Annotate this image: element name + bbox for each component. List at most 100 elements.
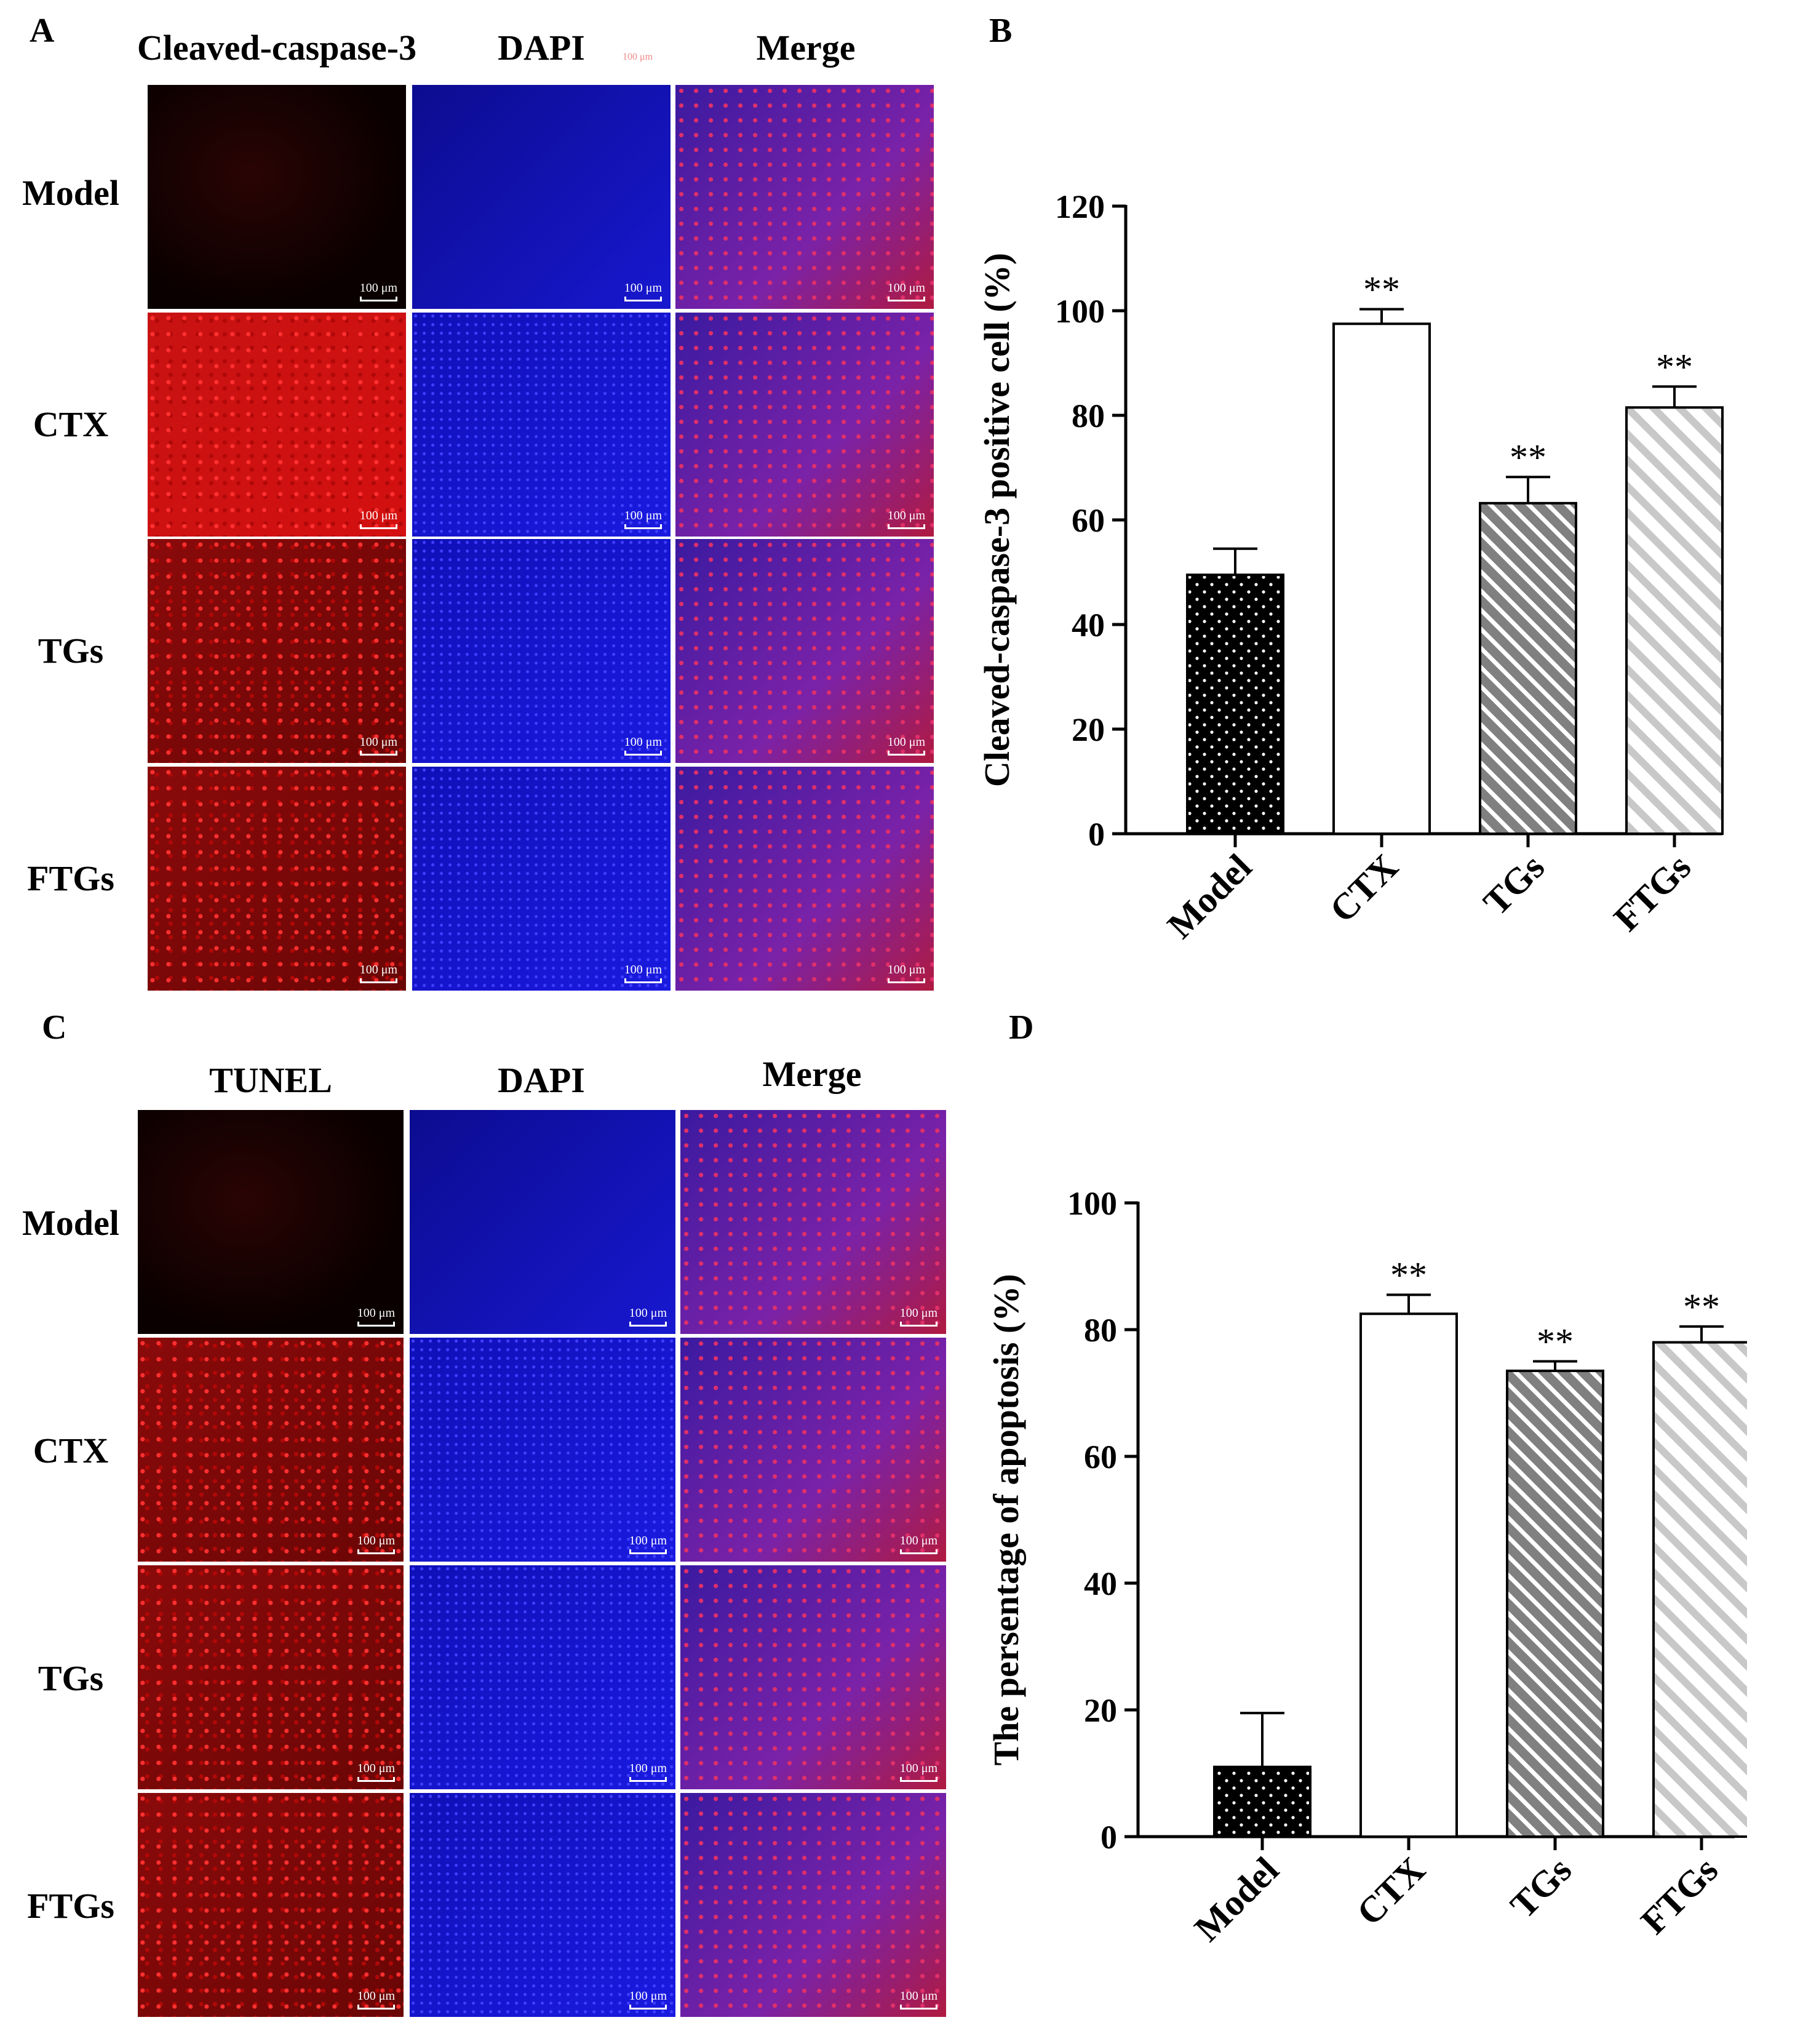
col-header-cleaved-caspase-3: Cleaved-caspase-3 xyxy=(137,28,417,68)
panel-label-a: A xyxy=(30,12,55,50)
scale-bar: 100 μm xyxy=(624,282,662,301)
scale-bar: 100 μm xyxy=(624,964,662,983)
y-tick-label-4: 80 xyxy=(1084,1312,1117,1349)
micrograph-r4-c2: 100 μm xyxy=(412,767,671,991)
row-label-ctx-c: CTX xyxy=(33,1431,109,1471)
micrograph-r4-c2: 100 μm xyxy=(410,1793,675,2017)
chart-d: 0 20 40 60 80 100 The persentage of apoptosis … xyxy=(972,1157,1751,2030)
col-header-merge: Merge xyxy=(756,28,856,68)
micrograph-r4-c3: 100 μm xyxy=(680,1793,946,2017)
scale-bar: 100 μm xyxy=(624,736,662,756)
micrograph-r2-c3: 100 μm xyxy=(675,313,934,537)
significance-ctx: ** xyxy=(1390,1255,1427,1295)
micrograph-r3-c1: 100 μm xyxy=(138,1565,404,1789)
panel-label-c: C xyxy=(42,1008,67,1047)
scale-bar: 100 μm xyxy=(357,1307,395,1327)
micrograph-r2-c2: 100 μm xyxy=(412,313,671,537)
x-tick-label-ctx: CTX xyxy=(1349,1850,1433,1933)
scale-bar: 100 μm xyxy=(899,1990,937,2010)
scale-bar: 100 μm xyxy=(629,1535,667,1554)
y-tick-label-4: 80 xyxy=(1072,397,1105,434)
bar-tgs xyxy=(1506,1369,1604,1838)
bar-ftgs xyxy=(1652,1341,1751,1838)
y-tick-label-6: 120 xyxy=(1055,188,1105,225)
micrograph-r2-c2: 100 μm xyxy=(410,1338,675,1562)
y-tick-label-1: 20 xyxy=(1072,711,1105,748)
scale-bar: 100 μm xyxy=(899,1307,937,1327)
scale-bar: 100 μm xyxy=(357,1990,395,2010)
x-tick-label-ctx: CTX xyxy=(1322,847,1406,930)
scale-bar: 100 μm xyxy=(359,964,397,983)
micrograph-r4-c1: 100 μm xyxy=(138,1793,404,2017)
scale-bar: 100 μm xyxy=(899,1762,937,1782)
scale-bar: 100 μm xyxy=(357,1762,395,1782)
scale-bar: 100 μm xyxy=(359,282,397,301)
scale-bar: 100 μm xyxy=(887,509,925,529)
micrograph-r1-c2: 100 μm xyxy=(410,1110,675,1334)
row-label-model: Model xyxy=(22,173,119,213)
y-tick-label-1: 20 xyxy=(1084,1692,1117,1729)
micrograph-r4-c3: 100 μm xyxy=(675,767,934,991)
micrograph-r3-c2: 100 μm xyxy=(412,539,671,763)
row-label-tgs-c: TGs xyxy=(38,1658,104,1698)
chart-b: 0 20 40 60 80 100 120 Cleaved-caspase-3 positiv… xyxy=(972,123,1747,984)
row-label-ctx: CTX xyxy=(33,404,109,444)
significance-tgs: ** xyxy=(1537,1322,1574,1362)
scale-bar: 100 μm xyxy=(359,509,397,529)
bar-ftgs xyxy=(1625,406,1724,835)
scale-bar: 100 μm xyxy=(624,509,662,529)
bar-ctx xyxy=(1332,322,1431,835)
col-header-tunel: TUNEL xyxy=(209,1060,332,1100)
micrograph-r3-c3: 100 μm xyxy=(680,1565,946,1789)
col-header-merge-c: Merge xyxy=(762,1054,862,1094)
row-label-ftgs: FTGs xyxy=(27,858,114,898)
x-tick-label-tgs: TGs xyxy=(1476,847,1552,923)
y-axis-label: Cleaved-caspase-3 positive cell (%) xyxy=(977,253,1017,787)
scale-bar: 100 μm xyxy=(899,1535,937,1554)
micrograph-r2-c1: 100 μm xyxy=(138,1338,404,1562)
scale-bar: 100 μm xyxy=(357,1535,395,1554)
micrograph-r1-c1: 100 μm xyxy=(138,1110,404,1334)
bar-ctx xyxy=(1359,1312,1458,1838)
micrograph-r1-c3: 100 μm xyxy=(680,1110,946,1334)
stray-scale-label: 100 μm xyxy=(623,52,653,62)
micrograph-r3-c3: 100 μm xyxy=(675,539,934,763)
bar-chart-d: 0 20 40 60 80 100 The persentage of apoptosis … xyxy=(986,1185,1751,1949)
bar-model xyxy=(1213,1765,1312,1838)
scale-bar: 100 μm xyxy=(629,1307,667,1327)
scale-bar: 100 μm xyxy=(887,282,925,301)
y-tick-label-2: 40 xyxy=(1072,607,1105,644)
scale-bar: 100 μm xyxy=(629,1762,667,1782)
x-tick-label-ftgs: FTGs xyxy=(1606,847,1698,939)
y-tick-label-3: 60 xyxy=(1072,502,1105,539)
bar-model xyxy=(1186,573,1284,835)
panel-label-b: B xyxy=(989,12,1013,50)
y-tick-label-3: 60 xyxy=(1084,1439,1117,1475)
significance-tgs: ** xyxy=(1510,437,1546,477)
y-tick-label-2: 40 xyxy=(1084,1565,1117,1602)
row-label-ftgs-c: FTGs xyxy=(27,1886,114,1926)
row-label-tgs: TGs xyxy=(38,631,104,671)
x-tick-label-ftgs: FTGs xyxy=(1633,1850,1725,1942)
y-tick-label-0: 0 xyxy=(1088,816,1105,853)
micrograph-r2-c1: 100 μm xyxy=(148,313,406,537)
micrograph-r1-c2: 100 μm xyxy=(412,85,671,309)
y-tick-label-5: 100 xyxy=(1055,293,1105,330)
col-header-dapi: DAPI xyxy=(498,28,585,68)
bar-chart-b: 0 20 40 60 80 100 120 Cleaved-caspase-3 positiv… xyxy=(977,188,1724,946)
micrograph-r2-c3: 100 μm xyxy=(680,1338,946,1562)
y-tick-label-0: 0 xyxy=(1101,1819,1117,1856)
panel-label-d: D xyxy=(1009,1008,1034,1047)
y-axis-label: The persentage of apoptosis (%) xyxy=(986,1274,1026,1765)
significance-ctx: ** xyxy=(1363,269,1400,309)
significance-ftgs: ** xyxy=(1683,1287,1720,1327)
x-tick-label-model: Model xyxy=(1160,847,1259,946)
bar-tgs xyxy=(1479,501,1577,835)
micrograph-r3-c2: 100 μm xyxy=(410,1565,675,1789)
micrograph-r1-c3: 100 μm xyxy=(675,85,934,309)
scale-bar: 100 μm xyxy=(887,964,925,983)
y-tick-label-5: 100 xyxy=(1067,1185,1117,1222)
col-header-dapi-c: DAPI xyxy=(498,1060,585,1100)
micrograph-r4-c1: 100 μm xyxy=(148,767,406,991)
micrograph-r3-c1: 100 μm xyxy=(148,539,406,763)
